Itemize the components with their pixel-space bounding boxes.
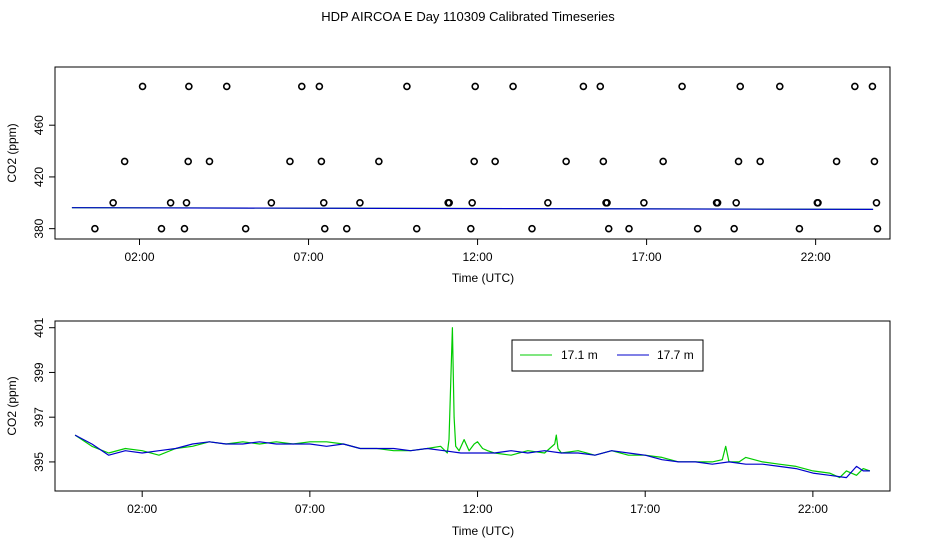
y-axis-label-1: CO2 (ppm)	[5, 123, 19, 182]
data-point	[138, 82, 147, 91]
data-point	[315, 82, 324, 91]
series-line-17-7-m	[71, 207, 874, 210]
data-point	[375, 157, 383, 166]
data-point	[604, 224, 613, 233]
data-point	[491, 157, 499, 166]
data-point	[445, 198, 453, 207]
data-point	[267, 198, 276, 207]
data-point	[775, 82, 784, 91]
data-point	[286, 157, 294, 166]
series-lines-1	[71, 207, 874, 210]
data-point	[678, 82, 686, 91]
data-point	[596, 82, 605, 91]
data-point	[471, 82, 480, 91]
data-point	[166, 198, 175, 207]
data-point	[91, 224, 99, 233]
data-point	[870, 157, 879, 166]
y-tick-label-1: 380	[32, 218, 46, 238]
data-point	[205, 157, 214, 166]
data-point	[109, 198, 117, 207]
series-line-17-1-m	[74, 327, 871, 479]
data-point	[599, 157, 608, 166]
data-point	[412, 224, 421, 233]
x-axis-label-2: Time (UTC)	[452, 524, 514, 538]
data-point	[470, 157, 478, 166]
data-point	[403, 82, 411, 91]
data-point	[693, 224, 702, 233]
data-point	[713, 198, 722, 207]
x-tick-label-1: 07:00	[294, 250, 324, 264]
x-tick-label-1: 02:00	[124, 250, 154, 264]
data-point	[120, 157, 129, 166]
data-point	[730, 224, 738, 233]
data-point	[509, 82, 517, 91]
plot-frame-2	[54, 320, 891, 492]
chart-title: HDP AIRCOA E Day 110309 Calibrated Times…	[321, 9, 615, 24]
data-point	[319, 198, 328, 207]
data-point	[795, 224, 804, 233]
points-1	[91, 82, 882, 233]
data-point	[182, 198, 191, 207]
x-tick-label-2: 07:00	[295, 502, 325, 516]
data-point	[342, 224, 351, 233]
data-point	[625, 224, 633, 233]
x-axis-label-1: Time (UTC)	[452, 271, 514, 285]
data-point	[317, 157, 326, 166]
x-tick-label-1: 17:00	[632, 250, 662, 264]
legend: 17.1 m 17.7 m	[511, 339, 704, 372]
data-point	[579, 82, 588, 91]
data-point	[734, 157, 743, 166]
x-tick-label-1: 12:00	[463, 250, 493, 264]
data-point	[868, 82, 877, 91]
legend-label-1: 17.1 m	[561, 348, 598, 362]
data-point	[241, 224, 250, 233]
data-point	[184, 157, 192, 166]
panel-2: 02:00 07:00 12:00 17:00 22:00 395 397 399 401 Ti…	[5, 317, 891, 538]
y-tick-label-2: 399	[32, 362, 46, 382]
legend-label-2: 17.7 m	[657, 348, 694, 362]
data-point	[736, 82, 745, 91]
axes-2: 02:00 07:00 12:00 17:00 22:00 395 397 399 401	[32, 317, 828, 516]
data-point	[814, 198, 822, 207]
panel-1: 02:00 07:00 12:00 17:00 22:00 380 420 460 Time …	[5, 66, 891, 285]
y-tick-label-1: 420	[32, 167, 46, 187]
data-point	[297, 82, 306, 91]
data-point	[468, 198, 476, 207]
data-point	[603, 198, 611, 207]
data-point	[544, 198, 552, 207]
data-point	[872, 198, 881, 207]
series-lines-2	[74, 327, 871, 479]
data-point	[732, 198, 740, 207]
data-point	[467, 224, 475, 233]
data-point	[157, 224, 166, 233]
legend-box	[511, 339, 704, 372]
y-tick-label-2: 401	[32, 317, 46, 337]
data-point	[640, 198, 648, 207]
data-point	[873, 224, 882, 233]
y-axis-label-2: CO2 (ppm)	[5, 376, 19, 435]
plot-frame-1	[54, 66, 891, 240]
data-point	[185, 82, 193, 91]
x-tick-label-2: 22:00	[798, 502, 828, 516]
x-tick-label-1: 22:00	[801, 250, 831, 264]
data-point	[356, 198, 364, 207]
data-point	[528, 224, 536, 233]
y-tick-label-2: 397	[32, 407, 46, 427]
data-point	[180, 224, 189, 233]
y-tick-label-2: 395	[32, 452, 46, 472]
y-tick-label-1: 460	[32, 115, 46, 135]
data-point	[659, 157, 667, 166]
x-tick-label-2: 17:00	[630, 502, 660, 516]
data-point	[320, 224, 329, 233]
x-tick-label-2: 02:00	[127, 502, 157, 516]
data-point	[222, 82, 231, 91]
axes-1: 02:00 07:00 12:00 17:00 22:00 380 420 460	[32, 115, 831, 264]
x-tick-label-2: 12:00	[463, 502, 493, 516]
data-point	[851, 82, 859, 91]
series-line-17-7-m	[74, 434, 870, 479]
data-point	[832, 157, 841, 166]
data-point	[756, 157, 764, 166]
data-point	[562, 157, 570, 166]
